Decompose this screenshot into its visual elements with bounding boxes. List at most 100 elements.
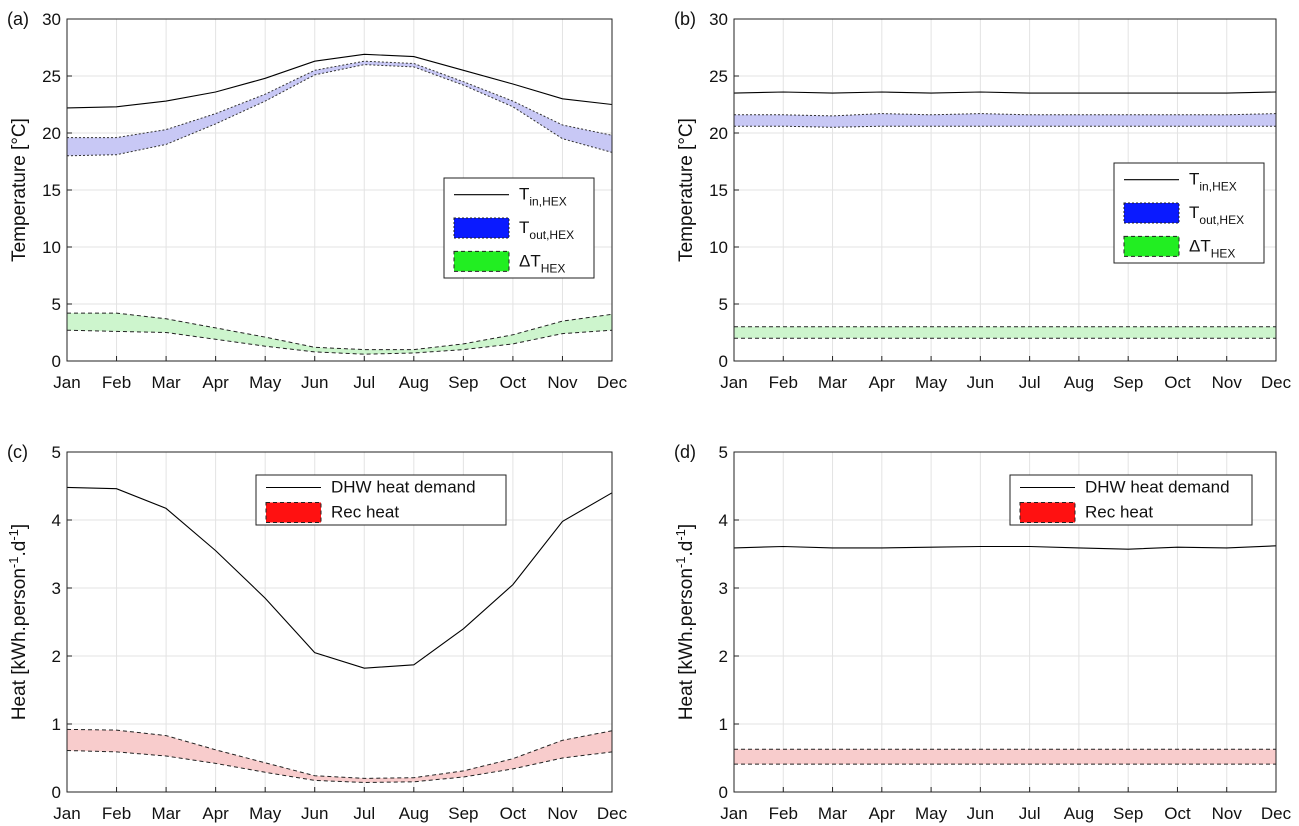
x-tick-label: Sep	[448, 804, 478, 823]
band-fill-dt	[67, 313, 612, 355]
legend-label-main: DHW heat demand	[1085, 478, 1230, 497]
legend-fill-swatch-dt	[453, 250, 510, 272]
x-tick-label: Nov	[547, 373, 578, 392]
x-tick-label: Mar	[818, 804, 848, 823]
x-tick-label: Aug	[1064, 373, 1094, 392]
x-tick-label: Jun	[967, 373, 994, 392]
y-tick-label: 5	[52, 295, 61, 314]
y-tick-label: 4	[52, 511, 61, 530]
legend-label-main: T	[1189, 170, 1199, 189]
x-tick-label: Oct	[500, 373, 527, 392]
band-upper-edge-dt	[67, 312, 613, 351]
y-axis-label: Heat [kWh.person-1.d-1]	[673, 524, 697, 720]
y-tick-label: 5	[719, 443, 728, 462]
y-tick-label: 20	[42, 124, 61, 143]
x-tick-label: Mar	[818, 373, 848, 392]
y-axis-label-exponent: -1	[673, 529, 688, 541]
y-tick-label: 0	[52, 783, 61, 802]
x-tick-label: Dec	[597, 373, 628, 392]
series-line	[66, 486, 613, 669]
y-axis-label-exponent: -1	[673, 557, 688, 569]
series-line	[66, 53, 613, 109]
legend-label-main: Rec heat	[1085, 503, 1153, 522]
x-tick-label: Aug	[399, 373, 429, 392]
band-lower-edge-rec	[66, 750, 613, 784]
x-tick-label: Dec	[597, 804, 628, 823]
legend-label: Rec heat	[1085, 503, 1153, 522]
x-tick-label: May	[915, 804, 948, 823]
legend-label-subscript: in,HEX	[1199, 180, 1236, 194]
y-tick-label: 30	[42, 10, 61, 29]
y-tick-label: 4	[719, 511, 728, 530]
x-tick-label: Sep	[1113, 804, 1143, 823]
band-fill-dt	[734, 326, 1276, 339]
legend-label-subscript: in,HEX	[529, 195, 566, 209]
x-tick-label: Oct	[500, 804, 527, 823]
y-tick-label: 0	[52, 352, 61, 371]
legend-fill-swatch-rec	[1019, 502, 1076, 523]
axes-box	[733, 451, 1277, 793]
legend-label: DHW heat demand	[331, 478, 476, 497]
legend-label-main: ΔT	[1189, 236, 1211, 255]
x-tick-label: Jan	[720, 804, 747, 823]
band-fill-t_out	[734, 113, 1276, 128]
y-tick-label: 5	[52, 443, 61, 462]
band-lower-edge-t_out	[66, 64, 613, 157]
panel-a: 0 5 10 15 20 25 30 Jan Feb Mar Apr May Jun Jul Aug Sep O…	[7, 9, 628, 392]
x-tick-label: Feb	[102, 373, 131, 392]
x-tick-label: Aug	[399, 804, 429, 823]
x-tick-label: Dec	[1261, 804, 1292, 823]
y-axis-label-exponent: -1	[6, 529, 21, 541]
panel-b: 0 5 10 15 20 25 30 Jan Feb Mar Apr May Jun Jul Aug Sep O…	[674, 9, 1292, 392]
y-tick-label: 1	[52, 715, 61, 734]
x-tick-label: Mar	[151, 804, 181, 823]
x-tick-label: Apr	[202, 804, 229, 823]
legend-label-main: T	[519, 185, 529, 204]
band-upper-edge-rec	[66, 728, 613, 779]
band-fill-rec	[67, 729, 612, 783]
panel-label: (a)	[7, 9, 29, 29]
legend-label-main: Rec heat	[331, 503, 399, 522]
y-axis-label-text: Heat [kWh.person	[676, 568, 697, 720]
x-tick-label: Nov	[547, 804, 578, 823]
x-tick-label: Sep	[1113, 373, 1143, 392]
legend-fill-swatch-rec	[265, 502, 322, 523]
x-tick-label: Jul	[1019, 804, 1041, 823]
y-axis-label-text: .d	[676, 541, 697, 557]
x-tick-label: Apr	[869, 804, 896, 823]
x-tick-label: Jan	[720, 373, 747, 392]
legend-label-main: T	[1189, 203, 1199, 222]
y-tick-label: 10	[709, 238, 728, 257]
x-tick-label: Jan	[53, 804, 80, 823]
legend-label-subscript: out,HEX	[1199, 213, 1244, 227]
x-tick-label: Feb	[769, 804, 798, 823]
y-tick-label: 30	[709, 10, 728, 29]
x-tick-label: May	[249, 804, 282, 823]
legend-label-subscript: HEX	[1211, 246, 1236, 260]
legend-label: Tin,HEX	[519, 185, 567, 209]
legend-label-main: ΔT	[519, 251, 541, 270]
legend-label: Tout,HEX	[519, 218, 574, 242]
x-tick-label: Nov	[1212, 804, 1243, 823]
x-tick-label: Jun	[301, 373, 328, 392]
x-tick-label: May	[249, 373, 282, 392]
y-axis-label: Heat [kWh.person-1.d-1]	[6, 524, 30, 720]
y-axis-label: Temperature [°C]	[676, 118, 697, 262]
legend-fill-swatch-t_out	[1123, 202, 1180, 224]
y-tick-label: 25	[42, 67, 61, 86]
legend-box	[1009, 474, 1253, 526]
x-tick-label: Mar	[151, 373, 181, 392]
series-line	[733, 545, 1277, 550]
y-tick-label: 0	[719, 352, 728, 371]
series-line	[733, 91, 1277, 94]
y-tick-label: 20	[709, 124, 728, 143]
y-tick-label: 1	[719, 715, 728, 734]
panel-d: 0 1 2 3 4 5 Jan Feb Mar Apr May Jun Jul Aug Sep Oct Nov D…	[673, 442, 1292, 823]
x-tick-label: Dec	[1261, 373, 1292, 392]
legend-label: ΔTHEX	[1189, 236, 1235, 260]
y-tick-label: 0	[719, 783, 728, 802]
panel-c: 0 1 2 3 4 5 Jan Feb Mar Apr May Jun Jul Aug Sep Oct Nov D…	[6, 442, 628, 823]
